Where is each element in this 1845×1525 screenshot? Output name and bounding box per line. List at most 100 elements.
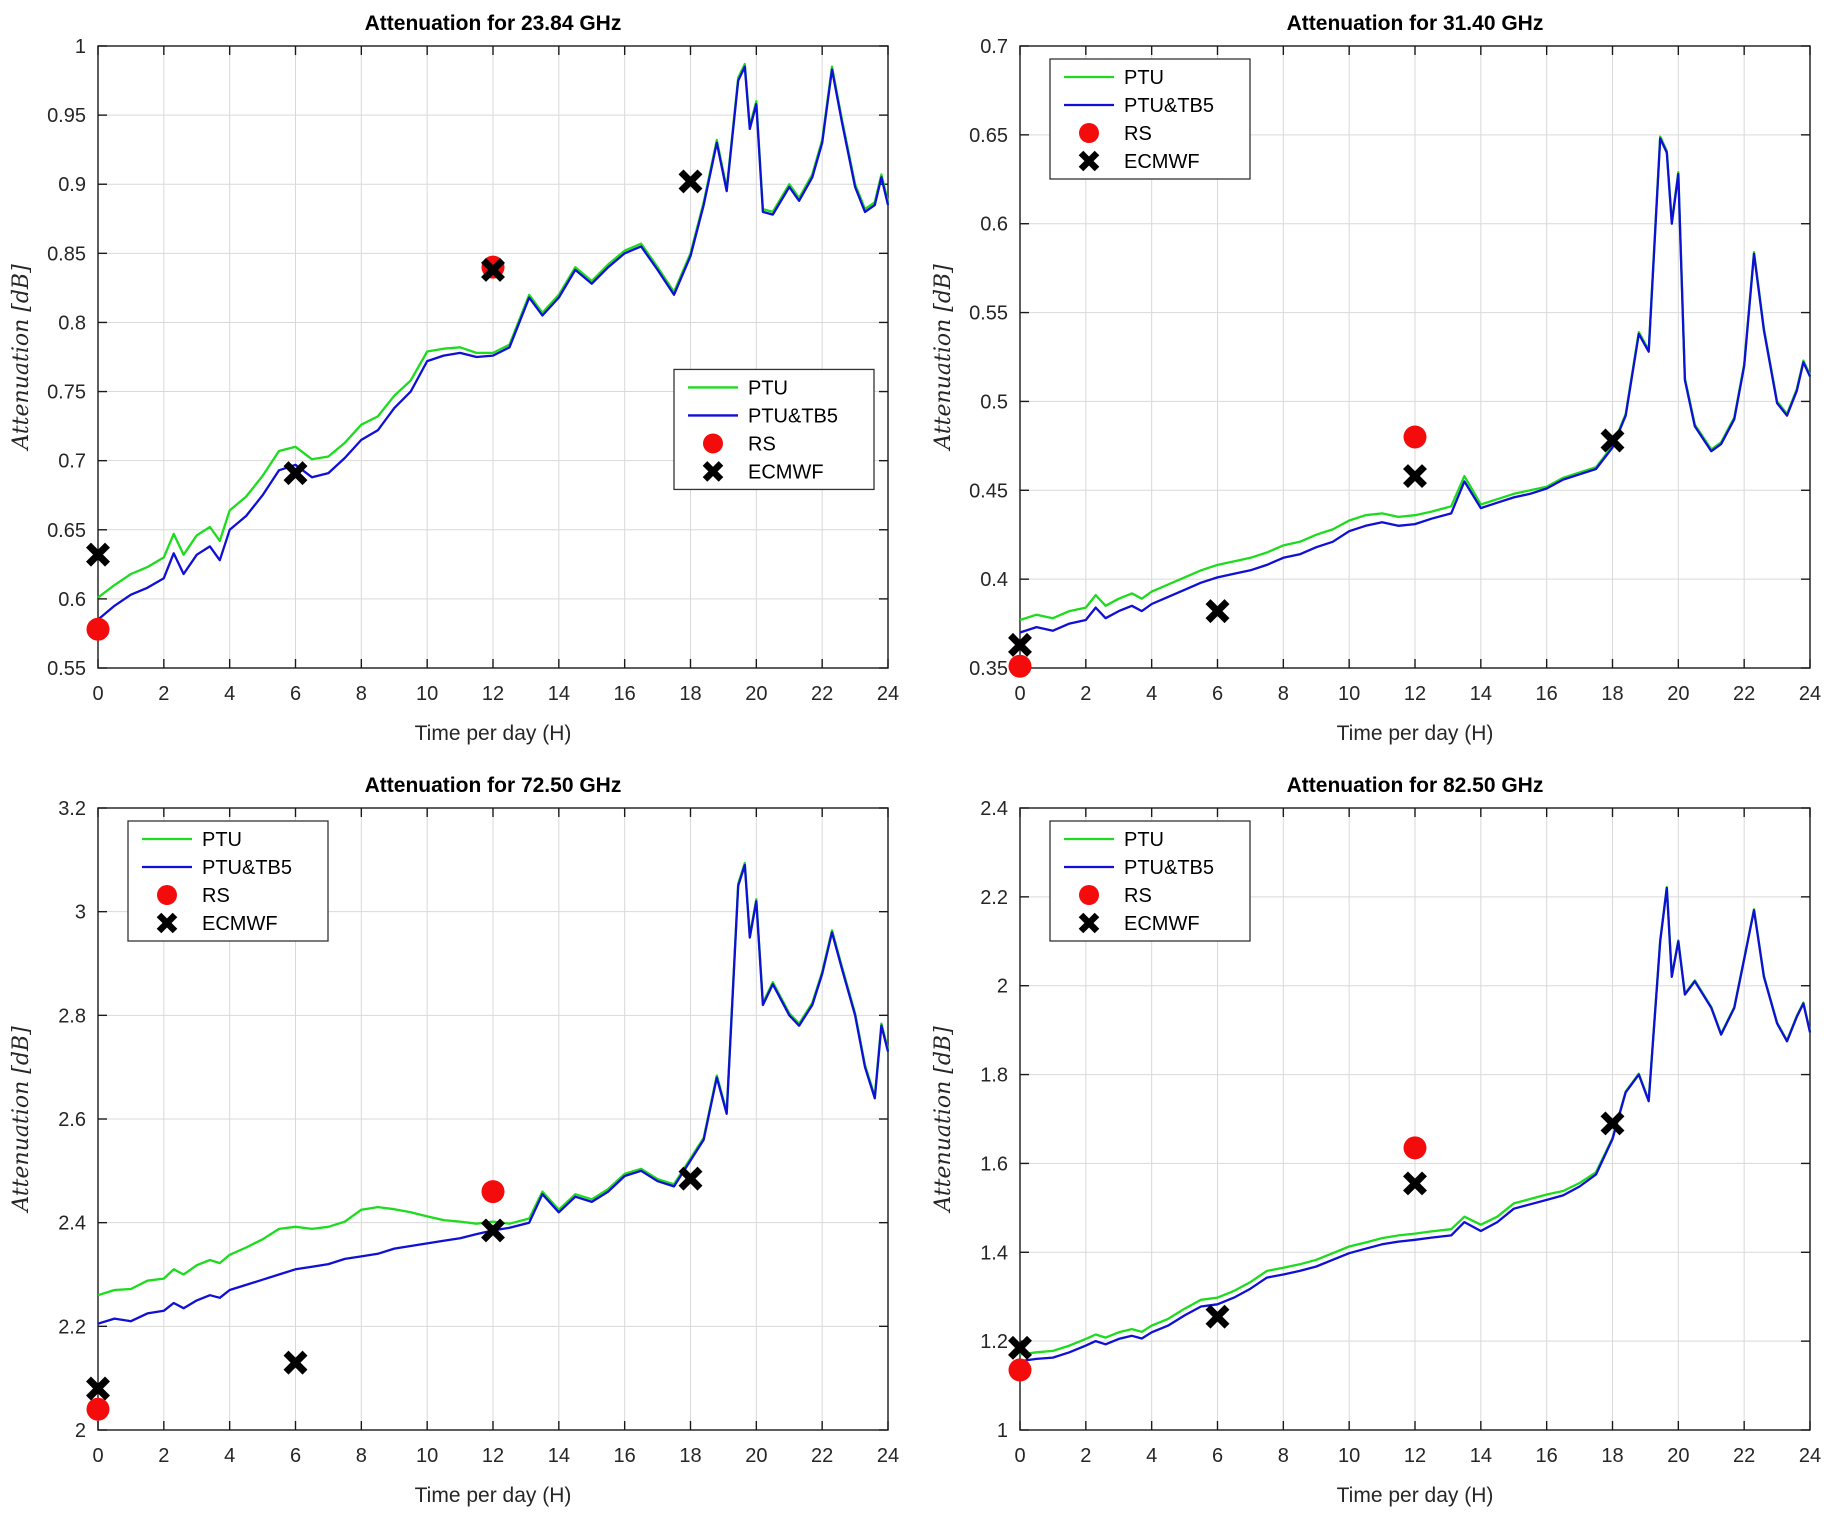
x-tick-labels: 0 2 4 6 8 10 12 14 16 18 20 22 24 bbox=[92, 683, 899, 705]
rs-markers bbox=[1008, 1136, 1427, 1382]
chart-title: Attenuation for 72.50 GHz bbox=[365, 774, 622, 797]
ecmwf-marker bbox=[678, 1166, 703, 1191]
y-tick-labels: 0.55 0.6 0.65 0.7 0.75 0.8 0.85 0.9 0.95 1 bbox=[47, 36, 86, 680]
y-axis-label: Attenuation [dB] bbox=[931, 1026, 956, 1214]
x-tick-label: 6 bbox=[1212, 683, 1223, 705]
y-tick-label: 0.5 bbox=[980, 391, 1008, 413]
legend-rs-marker-icon bbox=[1079, 885, 1099, 905]
y-tick-label: 0.9 bbox=[58, 174, 86, 196]
y-tick-label: 0.65 bbox=[47, 520, 86, 542]
legend-rs-marker-icon bbox=[703, 433, 723, 454]
legend-item-label: PTU&TB5 bbox=[1124, 95, 1214, 117]
x-tick-label: 18 bbox=[679, 1445, 701, 1467]
x-tick-label: 6 bbox=[290, 683, 301, 705]
ptu-tb5-line bbox=[97, 65, 890, 621]
chart-title: Attenuation for 31.40 GHz bbox=[1287, 12, 1544, 35]
y-tick-label: 1.6 bbox=[980, 1153, 1008, 1175]
y-tick-label: 2.2 bbox=[58, 1316, 86, 1338]
x-axis-label: Time per day (H) bbox=[415, 722, 572, 745]
x-tick-label: 16 bbox=[1536, 683, 1558, 705]
ecmwf-marker bbox=[283, 461, 308, 486]
x-tick-label: 0 bbox=[92, 1445, 103, 1467]
y-tick-label: 2.2 bbox=[980, 887, 1008, 909]
ecmwf-marker bbox=[283, 1350, 308, 1375]
x-tick-label: 20 bbox=[745, 1445, 767, 1467]
x-tick-label: 2 bbox=[1080, 1445, 1091, 1467]
y-tick-label: 1.2 bbox=[980, 1331, 1008, 1353]
y-axis-label: Attenuation [dB] bbox=[9, 1026, 34, 1214]
y-tick-label: 2.6 bbox=[58, 1109, 86, 1131]
x-tick-label: 0 bbox=[1014, 1445, 1025, 1467]
y-tick-label: 3 bbox=[75, 902, 86, 924]
grid-lines bbox=[97, 45, 889, 669]
x-tick-label: 2 bbox=[1080, 683, 1091, 705]
chart-title: Attenuation for 82.50 GHz bbox=[1287, 774, 1544, 797]
x-tick-label: 14 bbox=[548, 683, 570, 705]
x-tick-label: 22 bbox=[1733, 1445, 1755, 1467]
legend-box: PTU PTU&TB5 RS ECMWF bbox=[1049, 58, 1251, 180]
x-tick-label: 24 bbox=[877, 683, 899, 705]
y-tick-label: 0.55 bbox=[47, 658, 86, 680]
ecmwf-marker bbox=[481, 257, 505, 282]
y-tick-label: 0.95 bbox=[47, 105, 86, 127]
y-tick-label: 2.4 bbox=[58, 1213, 86, 1235]
legend-item-label: RS bbox=[1124, 885, 1152, 907]
y-axis-label: Attenuation [dB] bbox=[9, 264, 34, 452]
ecmwf-marker bbox=[1008, 1335, 1032, 1360]
ecmwf-marker bbox=[86, 542, 110, 567]
y-tick-label: 2.4 bbox=[980, 798, 1008, 820]
legend-item-label: PTU&TB5 bbox=[748, 405, 838, 427]
legend-item-label: PTU bbox=[1124, 829, 1164, 851]
x-tick-label: 22 bbox=[1733, 683, 1755, 705]
x-tick-label: 20 bbox=[1667, 683, 1689, 705]
legend-item-label: PTU bbox=[1124, 67, 1164, 89]
y-tick-labels: 0.35 0.4 0.45 0.5 0.55 0.6 0.65 0.7 bbox=[969, 36, 1008, 680]
legend-item-label: PTU&TB5 bbox=[1124, 857, 1214, 879]
x-tick-label: 0 bbox=[92, 683, 103, 705]
y-tick-label: 1 bbox=[75, 36, 86, 58]
x-tick-label: 16 bbox=[614, 1445, 636, 1467]
x-tick-labels: 0 2 4 6 8 10 12 14 16 18 20 22 24 bbox=[92, 1445, 899, 1467]
x-tick-labels: 0 2 4 6 8 10 12 14 16 18 20 22 24 bbox=[1014, 1445, 1821, 1467]
ecmwf-marker bbox=[1205, 1304, 1230, 1329]
tick-marks bbox=[97, 45, 889, 669]
x-tick-labels: 0 2 4 6 8 10 12 14 16 18 20 22 24 bbox=[1014, 683, 1821, 705]
legend-item-label: PTU bbox=[202, 829, 242, 851]
x-tick-label: 18 bbox=[1601, 1445, 1623, 1467]
x-tick-label: 6 bbox=[290, 1445, 301, 1467]
ecmwf-markers bbox=[86, 169, 703, 567]
chart-attenuation-23-84-ghz: 0 2 4 6 8 10 12 14 16 18 20 22 24 0.55 0.6 0.65 0.7 0.75 0… bbox=[0, 0, 922, 762]
legend-ecmwf-marker-icon bbox=[702, 461, 724, 482]
chart-svg: 0 2 4 6 8 10 12 14 16 18 20 22 240.350.40.450.50.550… bbox=[931, 12, 1821, 745]
x-tick-label: 12 bbox=[482, 1445, 504, 1467]
x-tick-label: 12 bbox=[1404, 683, 1426, 705]
x-tick-label: 20 bbox=[1667, 1445, 1689, 1467]
ptu-tb5-line bbox=[1019, 886, 1812, 1363]
ecmwf-marker bbox=[1008, 632, 1032, 657]
y-tick-label: 0.8 bbox=[58, 312, 86, 334]
rs-marker bbox=[481, 1180, 505, 1204]
x-tick-label: 8 bbox=[356, 683, 367, 705]
x-tick-label: 4 bbox=[224, 1445, 235, 1467]
x-tick-label: 0 bbox=[1014, 683, 1025, 705]
x-tick-label: 2 bbox=[158, 683, 169, 705]
x-tick-label: 6 bbox=[1212, 1445, 1223, 1467]
legend-item-label: RS bbox=[748, 433, 776, 455]
chart-title: Attenuation for 23.84 GHz bbox=[365, 12, 622, 35]
legend-rs-marker-icon bbox=[1079, 123, 1099, 143]
x-tick-label: 20 bbox=[745, 683, 767, 705]
y-tick-label: 0.6 bbox=[980, 214, 1008, 236]
rs-marker bbox=[86, 617, 110, 641]
x-tick-label: 10 bbox=[416, 1445, 438, 1467]
ptu-line bbox=[97, 861, 890, 1297]
y-tick-label: 0.6 bbox=[58, 589, 86, 611]
y-tick-label: 2 bbox=[997, 976, 1008, 998]
legend-rs-marker-icon bbox=[157, 885, 177, 905]
ecmwf-marker bbox=[1403, 464, 1427, 489]
rs-marker bbox=[86, 1397, 110, 1421]
legend-ecmwf-marker-icon bbox=[156, 912, 178, 934]
rs-marker bbox=[1008, 1358, 1032, 1382]
ecmwf-marker bbox=[86, 1376, 110, 1401]
ptu-tb5-line bbox=[1019, 137, 1812, 634]
chart-attenuation-72-50-ghz: 0 2 4 6 8 10 12 14 16 18 20 22 24 2 2.2 2.4 2.6 2.8 3 3.2 At… bbox=[0, 762, 922, 1524]
